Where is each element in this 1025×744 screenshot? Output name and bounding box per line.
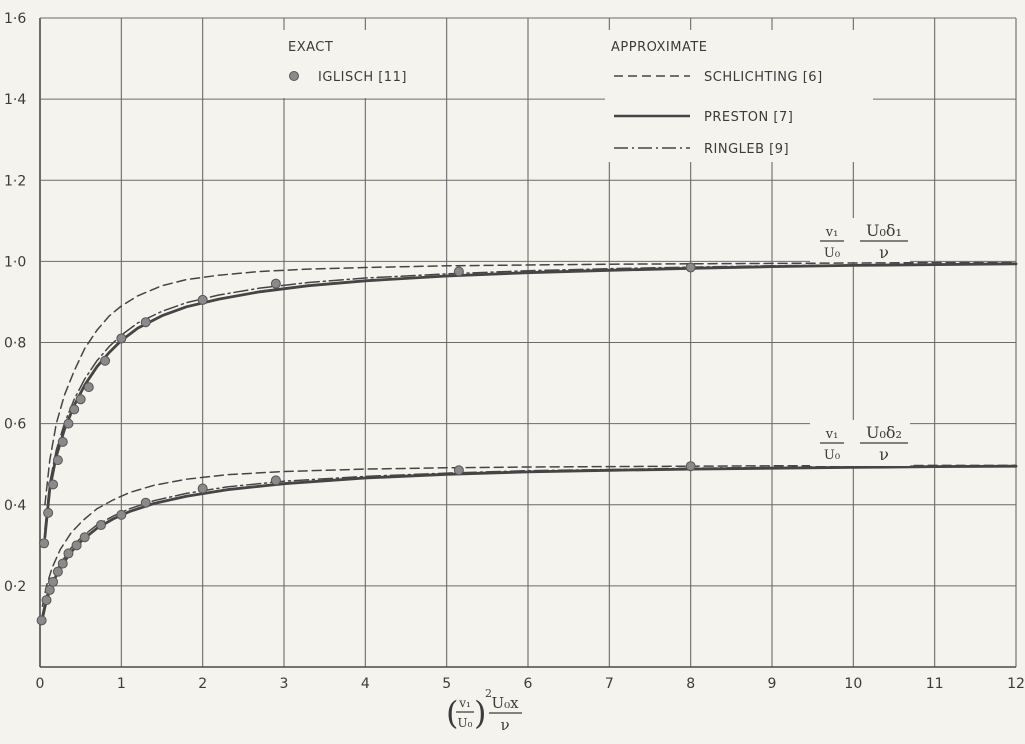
legend: EXACT IGLISCH [11] APPROXIMATE SCHLICHTI… [283, 30, 873, 162]
x-label-frac-den: ν [500, 716, 509, 734]
data-point-lower-2 [41, 595, 52, 606]
x-label-inner-den: U₀ [458, 716, 473, 730]
curve-preston-lower [41, 464, 1018, 620]
x-tick-label: 5 [442, 676, 451, 692]
data-point-lower-12 [140, 497, 151, 508]
data-point-lower-15 [453, 465, 464, 476]
lower-ratio-num: v₁ [825, 427, 839, 442]
data-point-upper-14 [685, 262, 696, 273]
y-tick-label: 1·0 [4, 254, 26, 270]
legend-ringleb-label: RINGLEB [9] [704, 142, 789, 157]
y-tick-label: 0·4 [4, 498, 26, 514]
x-tick-label: 10 [844, 676, 862, 692]
legend-exact-marker [289, 71, 299, 81]
data-point-upper-13 [453, 266, 464, 277]
lower-frac-num: U₀δ₂ [866, 423, 902, 442]
x-tick-label: 7 [605, 676, 614, 692]
data-points [36, 262, 696, 626]
data-point-lower-4 [48, 576, 59, 587]
data-point-lower-9 [79, 532, 90, 543]
data-point-lower-8 [71, 540, 82, 551]
x-label-frac-num: U₀x [491, 694, 519, 712]
curve-ringleb-upper [44, 262, 1017, 530]
legend-exact-label: IGLISCH [11] [318, 70, 407, 85]
data-point-upper-2 [52, 455, 63, 466]
data-point-lower-7 [63, 548, 74, 559]
curve-schlichting-lower [41, 464, 1017, 607]
x-label-inner-num: v₁ [458, 696, 471, 710]
data-point-lower-16 [685, 461, 696, 472]
legend-exact-header: EXACT [288, 40, 333, 55]
data-point-lower-11 [116, 509, 127, 520]
y-tick-label: 1·2 [4, 173, 26, 189]
x-label-left-paren: ( [446, 694, 458, 732]
x-tick-label: 6 [524, 676, 533, 692]
lower-frac-den: ν [879, 445, 889, 464]
x-tick-label: 2 [198, 676, 207, 692]
lower-ratio-den: U₀ [824, 448, 840, 463]
y-tick-label: 0·6 [4, 417, 26, 433]
data-point-lower-0 [36, 615, 47, 626]
upper-ratio-num: v₁ [825, 225, 839, 240]
x-tick-label: 8 [686, 676, 695, 692]
curve-label-upper-bg [810, 218, 910, 262]
x-tick-label: 11 [926, 676, 944, 692]
x-tick-label: 3 [280, 676, 289, 692]
data-point-upper-1 [48, 479, 59, 490]
legend-approx-header: APPROXIMATE [611, 40, 708, 55]
data-point-lower-6 [57, 558, 68, 569]
y-tick-label: 0·8 [4, 336, 26, 352]
data-point-upper-10 [140, 317, 151, 328]
x-tick-label: 1 [117, 676, 126, 692]
y-tick-label: 1·4 [4, 92, 26, 108]
y-tick-label: 1·6 [4, 11, 26, 27]
data-point-upper-3 [57, 436, 68, 447]
x-label-exponent: 2 [485, 687, 492, 700]
tick-labels: 0 1 2 3 4 5 6 7 8 9 10 11 120·20·40·60·81·01·21·41·6 [4, 11, 1025, 692]
x-tick-label: 9 [768, 676, 777, 692]
data-point-upper-5 [69, 404, 80, 415]
data-point-lower-1 [39, 538, 50, 549]
data-point-upper-9 [116, 333, 127, 344]
legend-preston-label: PRESTON [7] [704, 110, 793, 125]
data-point-upper-8 [100, 355, 111, 366]
upper-frac-num: U₀δ₁ [866, 221, 902, 240]
data-point-lower-14 [270, 475, 281, 486]
curve-schlichting-upper [44, 261, 1017, 506]
curve-ringleb-lower [41, 465, 1017, 616]
curve-label-lower: v₁ U₀ U₀δ₂ ν [810, 420, 910, 466]
data-point-upper-7 [83, 382, 94, 393]
data-point-lower-13 [197, 483, 208, 494]
data-point-upper-12 [270, 278, 281, 289]
x-tick-label: 0 [36, 676, 45, 692]
x-tick-label: 4 [361, 676, 370, 692]
curve-label-upper: v₁ U₀ U₀δ₁ ν [810, 218, 910, 262]
x-tick-label: 12 [1007, 676, 1025, 692]
legend-exact-bg [283, 30, 393, 98]
x-label-right-paren: ) [474, 694, 486, 732]
legend-approx-bg [605, 30, 873, 162]
upper-ratio-den: U₀ [824, 246, 840, 261]
legend-schlichting-label: SCHLICHTING [6] [704, 70, 823, 85]
data-point-lower-5 [52, 566, 63, 577]
data-point-upper-0 [43, 507, 54, 518]
data-point-upper-6 [75, 394, 86, 405]
data-point-upper-11 [197, 294, 208, 305]
data-point-upper-4 [63, 418, 74, 429]
data-point-lower-10 [96, 520, 106, 531]
y-tick-label: 0·2 [4, 579, 26, 595]
upper-frac-den: ν [879, 243, 889, 262]
x-axis-label: ( v₁ U₀ ) 2 U₀x ν [446, 687, 522, 734]
